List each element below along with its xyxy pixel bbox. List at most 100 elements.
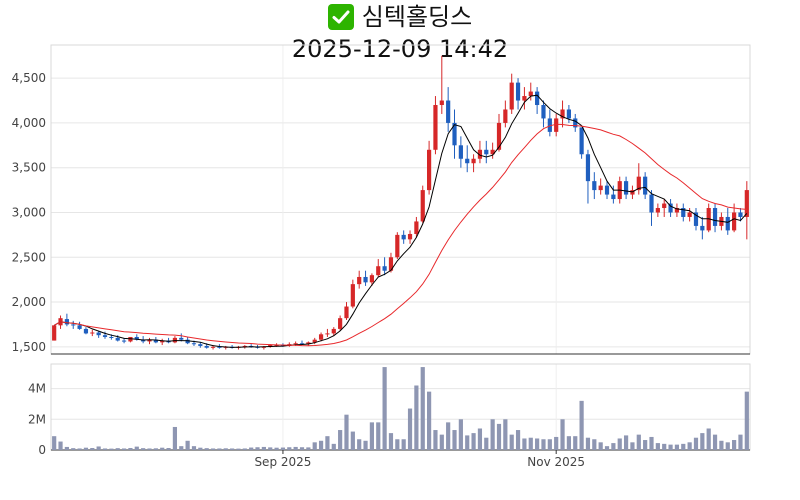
volume-bar <box>64 446 69 450</box>
volume-bar <box>509 434 514 450</box>
candle-body <box>306 342 311 345</box>
x-tick-labels: Sep 2025 Nov 2025 <box>254 450 585 469</box>
volume-bar <box>732 440 737 450</box>
price-tick-label: 2,500 <box>12 250 46 264</box>
volume-bar <box>636 434 641 450</box>
volume-bar <box>515 430 521 450</box>
volume-bar <box>433 430 438 450</box>
candle-body <box>700 225 705 231</box>
candle-body <box>363 276 368 283</box>
volume-bar <box>121 448 127 450</box>
volume-bar <box>598 442 603 450</box>
volume-tick-labels: 0 2M 4M <box>28 382 46 457</box>
candle-body <box>585 154 591 182</box>
volume-bar <box>52 436 57 450</box>
volume-bar <box>96 446 101 450</box>
candle-body <box>198 344 203 346</box>
volume-grid <box>51 364 750 451</box>
candle-body <box>541 105 546 119</box>
candle-body <box>579 127 584 155</box>
candle-body <box>109 336 114 338</box>
candle-body <box>420 190 425 222</box>
volume-bar <box>249 447 254 450</box>
candle-body <box>554 118 559 132</box>
candle-body <box>712 208 718 226</box>
volume-bar <box>712 434 718 450</box>
candle-body <box>496 122 502 150</box>
volume-bar <box>268 447 273 450</box>
candle-body <box>662 203 667 209</box>
volume-bar <box>382 367 387 450</box>
candle-body <box>503 109 508 123</box>
volume-bar <box>395 439 400 450</box>
candle-body <box>268 345 273 347</box>
candle-body <box>401 234 406 240</box>
volume-bar <box>744 391 749 450</box>
candle-body <box>471 158 476 164</box>
candle-body <box>668 203 673 213</box>
candle-body <box>312 339 317 343</box>
volume-bar <box>592 439 597 450</box>
volume-bar <box>426 391 432 450</box>
candle-body <box>325 333 330 335</box>
candle-body <box>643 176 648 195</box>
volume-bar <box>604 446 610 450</box>
candle-body <box>547 118 552 132</box>
candle-body <box>115 337 120 341</box>
volume-bar <box>585 437 591 450</box>
candle-body <box>331 328 336 334</box>
candle-body <box>153 339 158 343</box>
volume-bar <box>172 426 178 450</box>
volume-bar <box>547 439 552 450</box>
volume-bar <box>490 419 495 450</box>
volume-bar <box>446 422 451 450</box>
volume-bar <box>554 436 559 450</box>
volume-panel-frame <box>50 363 751 451</box>
candle-body <box>407 233 413 240</box>
volume-bar <box>439 434 444 450</box>
volume-bar <box>160 447 165 450</box>
volume-bar <box>223 448 228 450</box>
volume-bar <box>401 439 406 450</box>
candle-body <box>611 194 616 200</box>
moving-average-5-line <box>53 94 748 348</box>
volume-bar <box>458 419 463 450</box>
volume-bar <box>535 438 540 450</box>
candle-body <box>388 257 394 271</box>
volume-bar <box>725 442 730 450</box>
price-panel-frame <box>50 44 751 355</box>
volume-bar <box>293 446 298 450</box>
volume-bar <box>452 430 457 450</box>
volume-bar <box>560 419 565 450</box>
candle-body <box>725 216 730 231</box>
title-line: 심텍홀딩스 <box>0 1 800 33</box>
volume-bar <box>363 440 368 450</box>
candle-body <box>210 346 216 348</box>
candle-body <box>64 319 69 325</box>
volume-bar <box>191 446 197 450</box>
candle-body <box>414 221 419 234</box>
volume-bar <box>141 448 146 450</box>
candle-body <box>134 336 139 340</box>
volume-bar <box>312 442 317 450</box>
candle-body <box>318 334 324 340</box>
volume-bar <box>484 437 489 450</box>
volume-bar <box>649 436 654 450</box>
volume-bar <box>255 447 260 450</box>
volume-bar <box>261 446 266 450</box>
volume-bar <box>58 441 63 450</box>
volume-bar <box>503 419 508 450</box>
price-tick-label: 4,500 <box>12 71 46 85</box>
candle-body <box>338 318 343 329</box>
candle-body <box>490 149 495 155</box>
price-tick-labels: 1,500 2,000 2,500 3,000 3,500 4,000 4,500 <box>12 71 46 354</box>
volume-bar <box>388 433 394 450</box>
candle-body <box>350 284 355 307</box>
volume-bar <box>541 439 546 450</box>
candle-body <box>636 176 641 191</box>
volume-bar <box>700 433 705 450</box>
candle-body <box>52 325 57 341</box>
candle-body <box>369 275 375 283</box>
candle-body <box>446 100 451 123</box>
